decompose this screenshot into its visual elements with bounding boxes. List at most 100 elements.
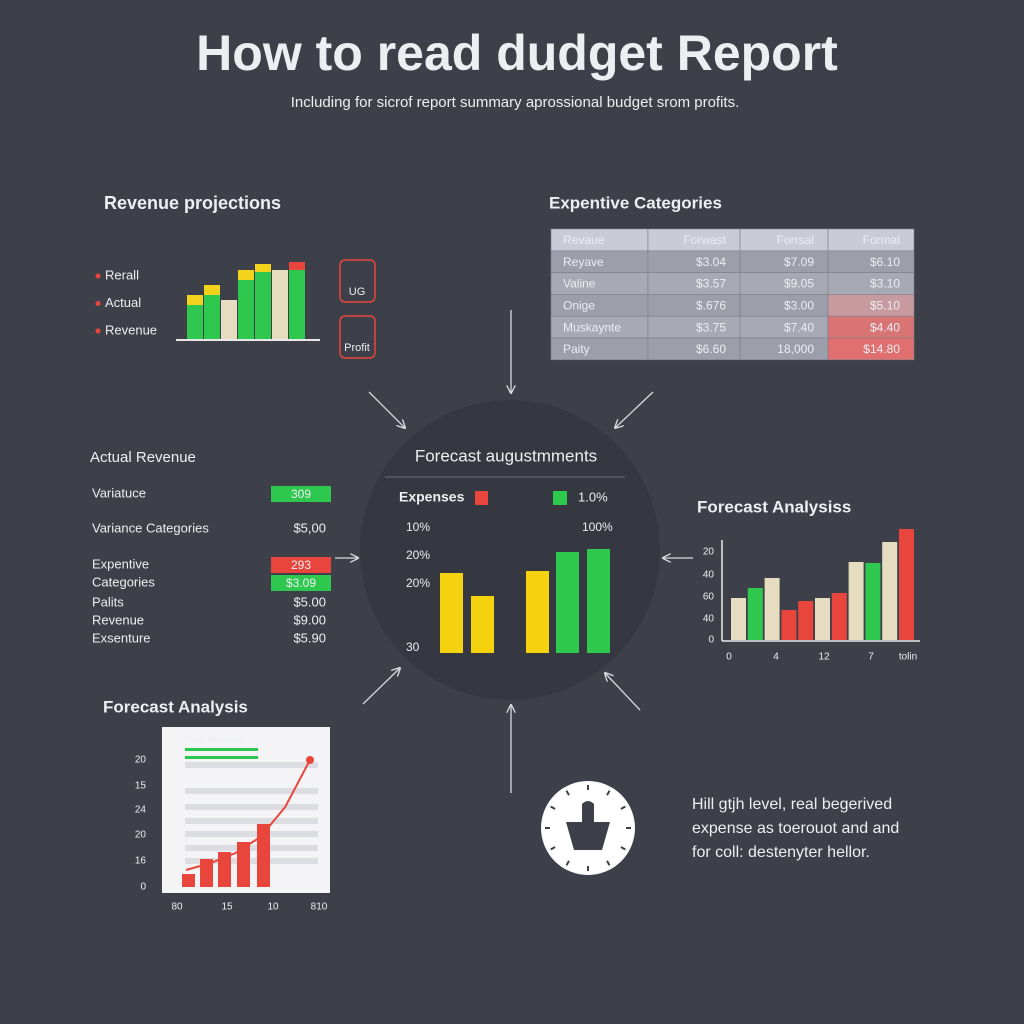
y-axis-label: 60: [703, 592, 715, 603]
chart-title: Revenue projections: [104, 193, 281, 213]
bar: [218, 852, 231, 887]
y-axis-label: 15: [135, 781, 147, 792]
clock-tick: [565, 790, 570, 796]
table-cell-text: 18,000: [777, 342, 814, 356]
table-header: Formal: [863, 233, 900, 247]
list-value: $5.90: [293, 630, 326, 645]
x-axis-label: 0: [726, 652, 732, 663]
y-axis-label: 40: [703, 570, 715, 581]
list-value: $3.09: [286, 576, 316, 590]
bar: [187, 305, 203, 340]
y-axis-label: 40: [703, 614, 715, 625]
axis-label: 30: [406, 640, 420, 654]
table-cell: [647, 337, 741, 361]
bar: [848, 562, 864, 640]
table-cell-text: $3.00: [784, 298, 814, 312]
y-axis-label: 20: [135, 830, 147, 841]
legend-label: 1.0%: [578, 489, 608, 504]
table-header: Revaue: [563, 233, 605, 247]
list-value: 293: [291, 558, 311, 572]
note-text: expense as toerouot and and: [692, 820, 899, 837]
list-title: Actual Revenue: [90, 449, 196, 466]
doc-line: [185, 756, 258, 759]
doc-line: [185, 831, 318, 837]
bar: [526, 571, 549, 653]
bar-top: [255, 264, 271, 272]
table-cell: [827, 337, 915, 361]
x-axis-label: tolin: [899, 652, 917, 663]
bar: [440, 573, 463, 653]
table-cell-text: Onige: [563, 298, 595, 312]
table-cell-text: $7.09: [784, 255, 814, 269]
list-value: 309: [291, 487, 311, 501]
clock-tick: [606, 790, 611, 796]
axis-label: 20%: [406, 576, 430, 590]
bar: [798, 601, 814, 640]
legend-dot: [95, 328, 101, 334]
table-cell: [647, 250, 741, 273]
doc-line: [185, 818, 318, 824]
axis-label: 100%: [582, 520, 613, 534]
table-cell-text: $.676: [696, 298, 726, 312]
list-label: Variatuce: [92, 485, 146, 500]
bar-top: [238, 270, 254, 280]
list-value: $9.00: [293, 612, 326, 627]
bar: [556, 552, 579, 653]
list-label: Revenue: [92, 612, 144, 627]
bar: [831, 593, 847, 640]
table-cell-text: Muskaynte: [563, 320, 621, 334]
doc-line: [185, 748, 258, 751]
table-cell: [647, 315, 741, 339]
icon-box: [339, 259, 376, 303]
table-cell-text: Paity: [563, 342, 590, 356]
list-value: $5,00: [293, 520, 326, 535]
axis-label: 20%: [406, 548, 430, 562]
x-axis-label: 12: [818, 652, 830, 663]
y-axis-label: 24: [135, 805, 147, 816]
list-value: $5.00: [293, 594, 326, 609]
chart-title: Forecast Analysis: [103, 697, 248, 716]
bar: [899, 529, 914, 640]
arrows: [335, 310, 693, 793]
bar: [764, 578, 780, 640]
legend-swatch: [553, 491, 567, 505]
doc-line: [185, 788, 318, 794]
note-text: Hill gtjh level, real begerived: [692, 796, 892, 813]
bar: [781, 610, 797, 640]
legend-dot: [95, 301, 101, 306]
page-subtitle: Including for sicrof report summary apro…: [291, 94, 740, 111]
bar: [255, 272, 271, 340]
legend-swatch: [475, 491, 488, 505]
doc-line: [185, 845, 318, 851]
arrow: [605, 673, 641, 711]
x-axis-label: 15: [221, 902, 233, 913]
x-axis-label: 4: [773, 652, 779, 663]
y-axis-label: 20: [135, 755, 147, 766]
table-cell-text: Valine: [563, 277, 596, 291]
table-cell-text: $6.60: [696, 342, 726, 356]
bar: [221, 300, 237, 340]
bar: [182, 874, 195, 887]
bar: [815, 598, 830, 640]
bar: [237, 842, 250, 887]
bar-top: [204, 285, 220, 295]
list-label: Palits: [92, 594, 124, 609]
list-label: Categories: [92, 574, 155, 589]
axis-label: 10%: [406, 520, 430, 534]
chart-title: Forecast Analysiss: [697, 497, 851, 516]
table-cell-text: $9.05: [784, 277, 814, 291]
clock-tick: [606, 860, 611, 866]
bar: [204, 295, 220, 340]
bar: [731, 598, 746, 640]
value-badge: [271, 486, 331, 502]
list-label: Exsenture: [92, 630, 151, 645]
bar: [471, 596, 494, 653]
arrow: [368, 391, 405, 428]
y-axis-label: 0: [708, 635, 714, 646]
doc-line: [185, 762, 318, 768]
table-cell-text: $4.40: [870, 320, 900, 334]
table-cell-text: $6.10: [870, 255, 900, 269]
y-axis-label: 0: [140, 882, 146, 893]
